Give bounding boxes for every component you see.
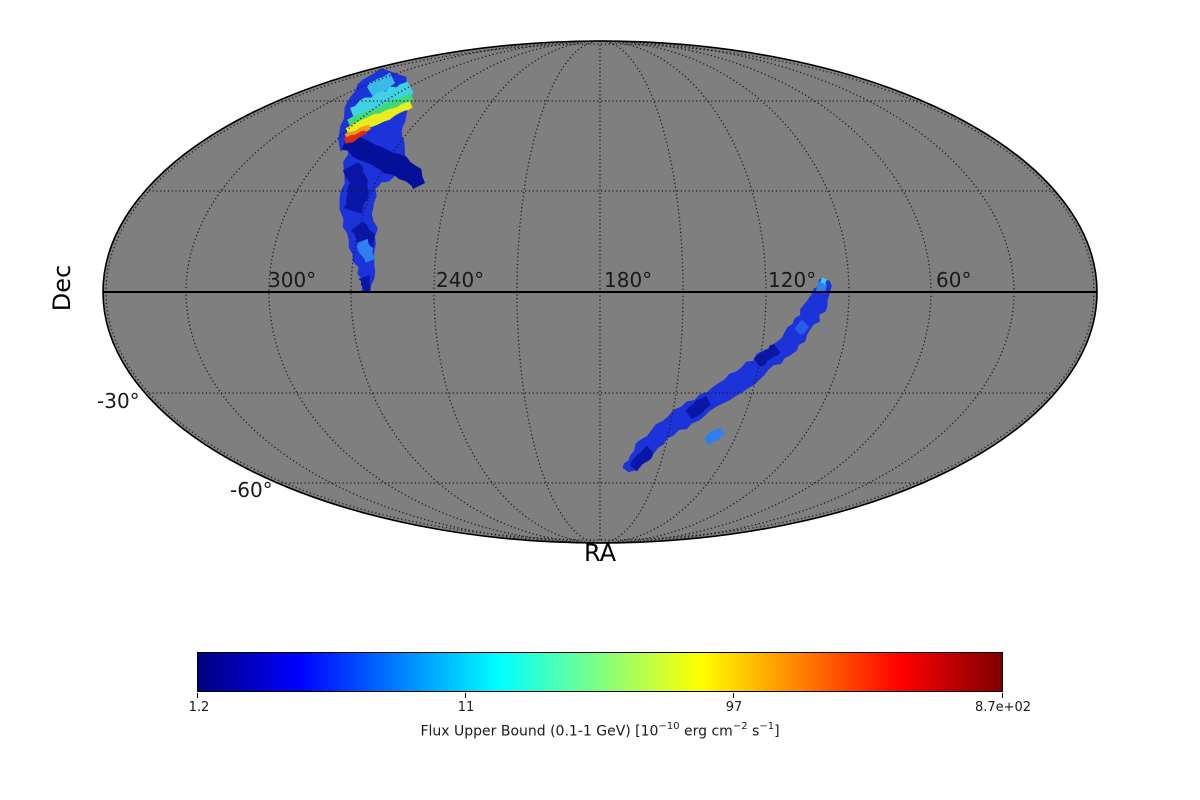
- ra-tick-label-240: 240°: [436, 268, 485, 292]
- colorbar-tick-label: 1.2: [188, 700, 210, 715]
- colorbar-tick-label: 8.7e+02: [974, 700, 1032, 715]
- ra-tick-label-120: 120°: [768, 268, 817, 292]
- south-arc-layer-7: [794, 319, 810, 335]
- north-arc-layer-11: [344, 130, 367, 144]
- south-arc-layer-6: [820, 277, 828, 286]
- south-arc-layer-0: [622, 278, 832, 473]
- north-arc-layer-7: [350, 81, 414, 119]
- colorbar-tick-label: 97: [725, 700, 743, 715]
- colorbar-tick-label: 11: [457, 700, 475, 715]
- ra-tick-label-60: 60°: [936, 268, 972, 292]
- colorbar-label-part: s: [747, 723, 760, 740]
- north-arc-layer-5: [356, 238, 376, 263]
- ra-axis-label: RA: [583, 539, 617, 567]
- dec-axis-label: Dec: [48, 264, 76, 312]
- north-arc-layer-8: [347, 92, 414, 127]
- colorbar-label-part: erg cm: [679, 723, 733, 740]
- north-arc-layer-6: [367, 72, 396, 99]
- south-arc-layer-3: [753, 344, 781, 367]
- colorbar-label-exponent: −10: [658, 721, 680, 732]
- colorbar-tick-mark: [465, 693, 466, 698]
- flux-band-layer-group: [338, 68, 832, 473]
- south-arc-layer-4: [704, 428, 726, 445]
- colorbar-tick-mark: [733, 693, 734, 698]
- north-arc-layer-3: [351, 221, 375, 250]
- dec-tick-label-neg30: -30°: [97, 389, 140, 413]
- north-arc-layer-2: [342, 162, 369, 214]
- north-arc-layer-1: [341, 134, 426, 189]
- colorbar: [197, 652, 1003, 692]
- colorbar-tick-mark: [1002, 693, 1003, 698]
- south-arc-layer-2: [685, 395, 712, 419]
- dec-tick-label-neg60: -60°: [230, 478, 273, 502]
- colorbar-label-exponent: −1: [759, 721, 775, 732]
- north-arc-layer-4: [358, 275, 372, 293]
- ra-tick-label-180: 180°: [604, 268, 653, 292]
- south-arc-layer-1: [629, 445, 654, 472]
- north-arc-layer-9: [345, 101, 413, 134]
- mollweide-map: [102, 40, 1098, 544]
- colorbar-label-part: Flux Upper Bound (0.1-1 GeV) [10: [420, 723, 659, 740]
- colorbar-label-part: ]: [774, 723, 780, 740]
- colorbar-label-exponent: −2: [732, 721, 748, 732]
- ra-tick-label-300: 300°: [268, 268, 317, 292]
- colorbar-label: Flux Upper Bound (0.1-1 GeV) [10−10 erg …: [0, 721, 1200, 741]
- colorbar-tick-mark: [197, 693, 198, 698]
- map-outline: [102, 40, 1098, 544]
